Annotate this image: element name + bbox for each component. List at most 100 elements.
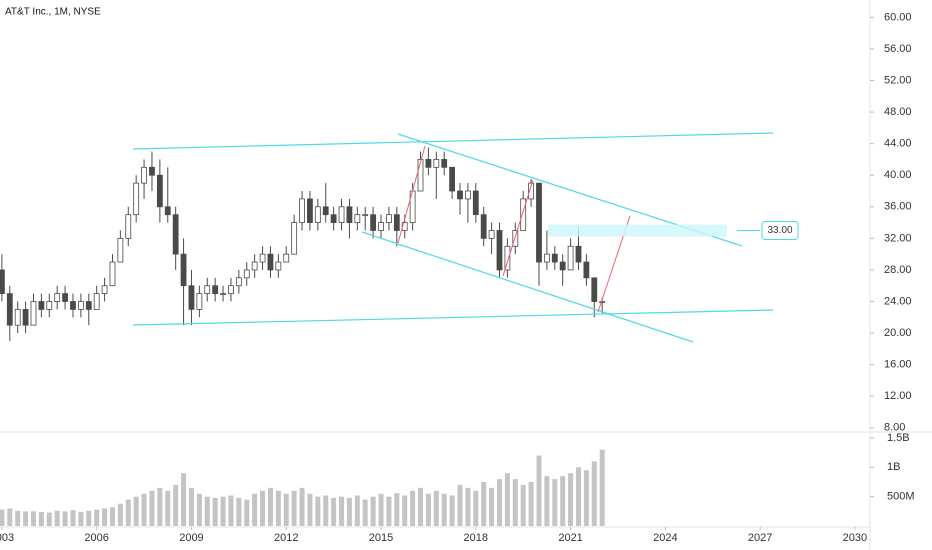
candle-body [488,230,495,239]
plot [0,147,606,526]
volume-bar [157,487,163,526]
volume-bar [346,497,352,526]
candle-body [378,222,384,231]
volume-bar [283,493,289,526]
volume-bar [38,511,44,526]
volume-bar [23,511,29,526]
candle-body [85,301,92,310]
y-tick-label: 40.00 [884,169,912,181]
candle-body [149,166,155,176]
candle-body [354,214,361,223]
candle-body [93,293,100,310]
volume-bar [544,476,550,526]
candle-body [299,198,305,223]
candle-body [512,230,519,247]
volume-bar [441,493,447,526]
volume-bar [30,511,36,526]
candle-body [543,253,550,263]
volume-bar [410,490,416,526]
volume-bar [196,493,202,526]
candle-body [196,293,203,310]
x-tick-label: 2003 [0,532,14,544]
candle-body [30,301,37,326]
volume-bar [78,511,84,526]
volume-bar [188,487,194,526]
candle-body [496,230,503,271]
volume-bar [149,490,155,526]
x-tick-label: 2018 [464,532,488,544]
candle-body [528,182,534,200]
volume-bar [0,509,5,526]
candle-body [259,253,266,263]
volume-bar [62,511,68,526]
channel-line [361,231,694,343]
volume-bar [323,495,329,526]
trend-line [502,179,534,277]
candle-body [141,166,147,184]
volume-bar [504,473,510,526]
volume-bar [220,496,226,526]
volume-bar [244,499,250,526]
y-tick-label: 56.00 [884,43,912,55]
volume-bar [7,508,13,526]
volume-bar [473,490,479,526]
volume-bar [465,487,471,526]
volume-bar [520,484,526,526]
candle-body [283,253,290,263]
y-tick-label: 24.00 [884,295,912,307]
price-zone [548,224,727,237]
x-tick-label: 2012 [274,532,298,544]
volume-bar [599,449,605,526]
candle-body [14,308,21,326]
x-tick-label: 2027 [748,532,772,544]
candle-body [457,190,463,200]
volume-bar [299,487,305,526]
y-tick-label: 36.00 [884,201,912,213]
volume-bar [575,467,581,526]
candle-body [204,285,211,295]
y-tick-label: 32.00 [884,232,912,244]
y-tick-label: 60.00 [884,11,912,23]
y-tick-label: 44.00 [884,138,912,150]
candle-body [386,214,392,223]
candle-body [575,245,582,263]
y-tick-label: 52.00 [884,74,912,86]
candle-body [559,261,566,271]
volume-bar [433,490,439,526]
volume-bar [109,507,115,526]
candle-body [307,198,313,223]
candle-body [0,269,5,295]
volume-bar [102,508,108,526]
candle-body [591,277,598,302]
candle-body [441,159,448,168]
candle-body [70,301,76,310]
candle-body [480,214,487,239]
price-label-box [761,220,799,240]
candle-body [77,301,84,310]
y-tick-label: 8.00 [884,422,905,434]
candle-body [156,174,163,208]
volume-bar [86,510,92,526]
y-tick-label: 20.00 [884,327,912,339]
volume-bar [339,496,345,526]
volume-bar [315,496,321,526]
channel-line [132,132,774,150]
volume-bar [125,499,131,526]
candle-body [425,159,432,168]
volume-bar [141,493,147,526]
candle-body [243,269,250,279]
volume-tick-label: 1B [887,461,900,473]
volume-bar [552,479,558,526]
volume-bar [457,484,463,526]
candle-body [62,293,68,302]
candle-body [567,245,574,271]
volume-bar [331,497,337,526]
volume-bar [512,479,518,526]
volume-bar [568,473,574,526]
candle-body [338,206,345,223]
candle-body [228,285,234,295]
candle-body [6,293,13,326]
price-label: 33.00 [767,225,792,236]
volume-bar [212,497,218,526]
